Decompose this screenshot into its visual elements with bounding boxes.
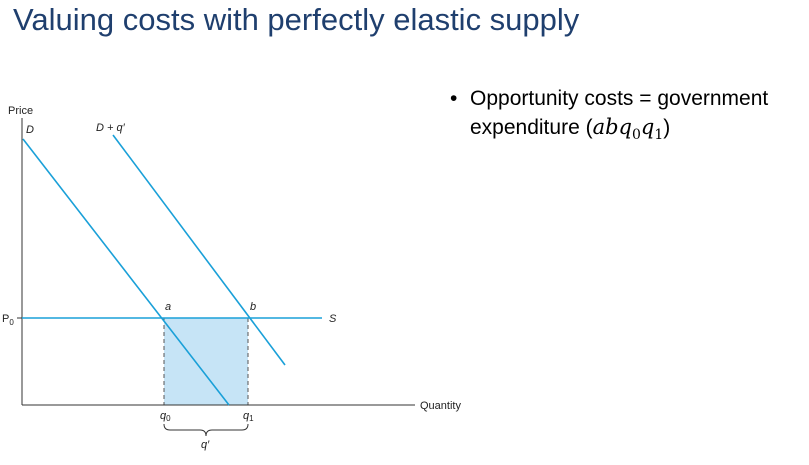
- q-prime-label: q′: [201, 439, 210, 451]
- slide-title: Valuing costs with perfectly elastic sup…: [13, 2, 580, 37]
- bullet-item: • Opportunity costs = government expendi…: [448, 84, 808, 150]
- price-label-sub: 0: [9, 318, 14, 327]
- demand-label: D: [26, 124, 34, 136]
- q0-label-q: q: [160, 410, 167, 422]
- q1-label-q: q: [243, 410, 250, 422]
- q-prime-brace: [163, 423, 249, 437]
- bullet-icon: •: [450, 87, 458, 110]
- point-b-label: b: [250, 301, 256, 313]
- q0-label-sub: 0: [166, 414, 171, 423]
- bullet-text: Opportunity costs = government expenditu…: [470, 87, 769, 139]
- q1-label: q1: [243, 410, 254, 423]
- y-axis-label: Price: [8, 105, 33, 117]
- x-axis-label: Quantity: [420, 400, 461, 412]
- bullet-math-abq: abq: [592, 115, 632, 139]
- bullet-math-q: q: [640, 115, 655, 139]
- bullet-math-sub0: 0: [631, 127, 641, 144]
- bullet-list: • Opportunity costs = government expendi…: [448, 84, 808, 150]
- bullet-close: ): [663, 116, 671, 139]
- bullet-math-sub1: 1: [654, 127, 664, 144]
- price-label: P0: [2, 313, 14, 327]
- q0-label: q0: [160, 410, 171, 423]
- price-label-p: P: [2, 313, 9, 325]
- shifted-demand-line: [112, 134, 286, 366]
- shifted-demand-label: D + q′: [96, 122, 126, 134]
- bullet-math: abq0q1: [592, 115, 664, 143]
- expenditure-area: [164, 318, 248, 405]
- supply-label: S: [329, 313, 337, 325]
- demand-line: [22, 138, 230, 406]
- q1-label-sub: 1: [249, 414, 254, 423]
- point-a-label: a: [165, 301, 171, 313]
